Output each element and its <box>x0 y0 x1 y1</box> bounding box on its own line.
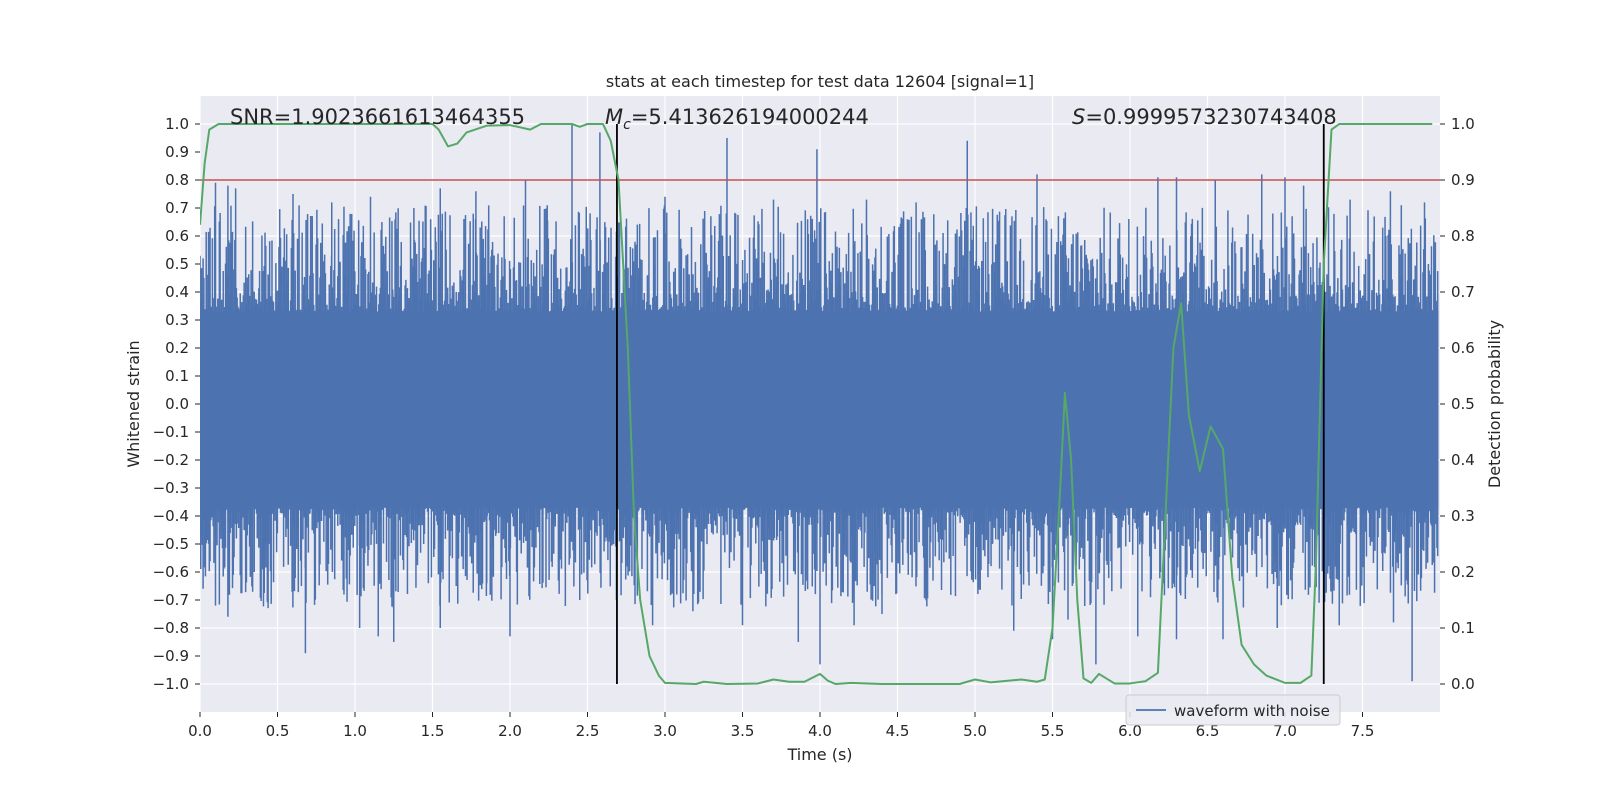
y2-tick-label: 0.9 <box>1451 171 1475 189</box>
chirp-mass-annotation: Mc=5.413626194000244 <box>605 105 869 133</box>
legend-box <box>1125 694 1341 726</box>
x-tick-label: 5.0 <box>963 722 987 740</box>
plot-content <box>200 123 1440 685</box>
x-tick-label: 1.0 <box>343 722 367 740</box>
score-value: =0.9999573230743408 <box>1085 105 1336 129</box>
y-tick-label: −0.5 <box>153 535 189 553</box>
x-tick-label: 0.0 <box>188 722 212 740</box>
y-tick-label: −0.2 <box>153 451 189 469</box>
waveform-series <box>200 124 1439 682</box>
y2-tick-label: 1.0 <box>1451 115 1475 133</box>
chirp-mass-symbol: M <box>605 105 623 129</box>
chirp-mass-value: =5.413626194000244 <box>631 105 869 129</box>
score-annotation: S=0.9999573230743408 <box>1072 105 1337 129</box>
y2-tick-label: 0.6 <box>1451 339 1475 357</box>
y2-axis-label: Detection probability <box>1485 320 1504 488</box>
y-axis-label: Whitened strain <box>124 340 143 467</box>
y2-tick-label: 0.5 <box>1451 395 1475 413</box>
axis-ticks: 0.0 0.5 1.0 1.5 2.0 2.5 3.0 3.5 4.0 4.5 5.0 5.5 6.0 6… <box>153 115 1475 740</box>
y-tick-label: 0.8 <box>165 171 189 189</box>
x-tick-label: 5.5 <box>1041 722 1065 740</box>
legend: waveform with noise <box>1125 694 1341 726</box>
x-tick-label: 3.0 <box>653 722 677 740</box>
y-tick-label: −0.4 <box>153 507 189 525</box>
y2-tick-label: 0.8 <box>1451 227 1475 245</box>
y-tick-label: 0.7 <box>165 199 189 217</box>
y-tick-label: −0.8 <box>153 619 189 637</box>
y2-tick-label: 0.3 <box>1451 507 1475 525</box>
x-tick-label: 6.5 <box>1196 722 1220 740</box>
y2-tick-label: 0.0 <box>1451 675 1475 693</box>
x-tick-label: 2.5 <box>576 722 600 740</box>
y-tick-label: 1.0 <box>165 115 189 133</box>
y2-tick-label: 0.7 <box>1451 283 1475 301</box>
x-tick-label: 3.5 <box>731 722 755 740</box>
y-tick-label: 0.0 <box>165 395 189 413</box>
y-tick-label: 0.1 <box>165 367 189 385</box>
x-tick-label: 4.0 <box>808 722 832 740</box>
x-tick-label: 2.0 <box>498 722 522 740</box>
x-tick-label: 7.5 <box>1351 722 1375 740</box>
y-tick-label: 0.6 <box>165 227 189 245</box>
y-tick-label: −1.0 <box>153 675 189 693</box>
y2-tick-label: 0.1 <box>1451 619 1475 637</box>
y-tick-label: −0.1 <box>153 423 189 441</box>
y-tick-label: 0.3 <box>165 311 189 329</box>
y-tick-label: 0.2 <box>165 339 189 357</box>
x-tick-label: 6.0 <box>1118 722 1142 740</box>
x-tick-label: 0.5 <box>266 722 290 740</box>
chirp-mass-subscript: c <box>623 117 631 133</box>
x-tick-label: 4.5 <box>886 722 910 740</box>
x-axis-label: Time (s) <box>786 745 852 764</box>
y-tick-label: 0.4 <box>165 283 189 301</box>
snr-annotation: SNR=1.9023661613464355 <box>230 105 525 129</box>
y-tick-label: −0.7 <box>153 591 189 609</box>
x-tick-label: 7.0 <box>1273 722 1297 740</box>
y-tick-label: −0.6 <box>153 563 189 581</box>
x-tick-label: 1.5 <box>421 722 445 740</box>
overlay-lines <box>200 123 1440 685</box>
y2-tick-label: 0.2 <box>1451 563 1475 581</box>
y-tick-label: −0.9 <box>153 647 189 665</box>
chart-title: stats at each timestep for test data 126… <box>606 72 1034 91</box>
score-symbol: S <box>1072 105 1085 129</box>
waveform-line <box>200 124 1439 682</box>
y-tick-label: 0.9 <box>165 143 189 161</box>
detection-probability-line <box>200 123 1433 685</box>
y-tick-label: 0.5 <box>165 255 189 273</box>
y2-tick-label: 0.4 <box>1451 451 1475 469</box>
y-tick-label: −0.3 <box>153 479 189 497</box>
legend-label-waveform: waveform with noise <box>1174 702 1330 720</box>
